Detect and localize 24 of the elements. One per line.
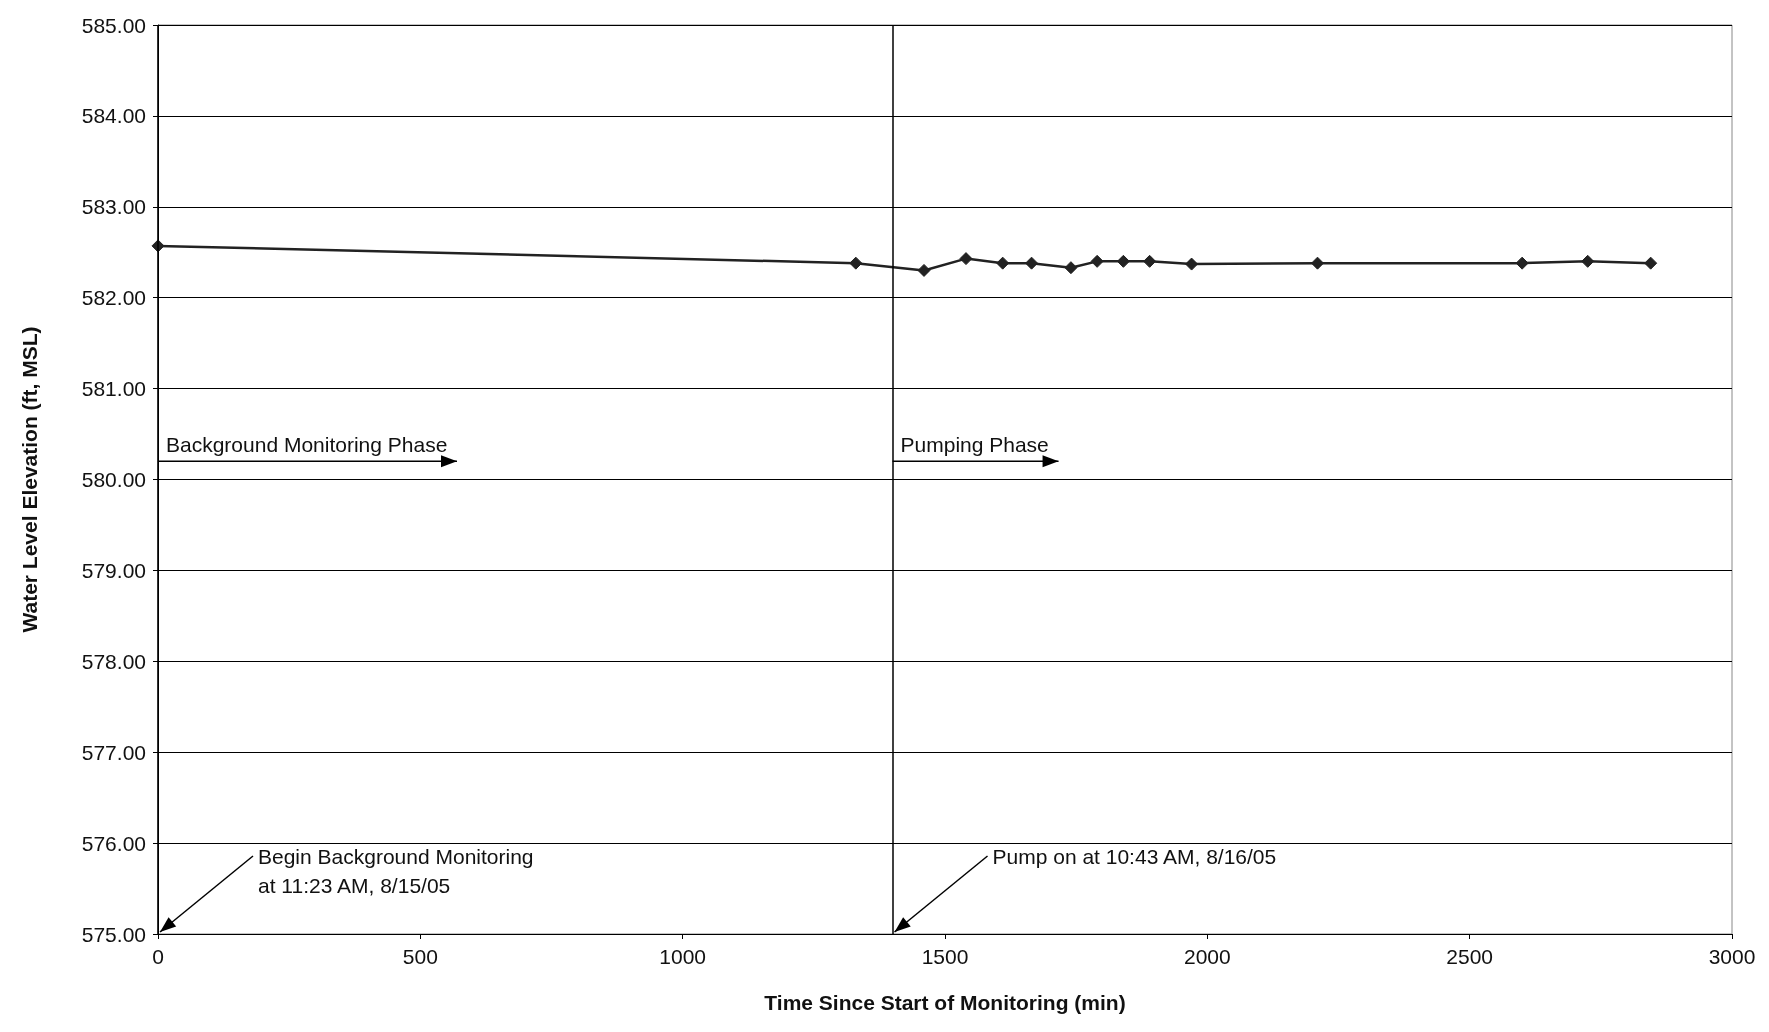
x-tick-label: 1500	[921, 945, 969, 968]
x-tick-label: 2500	[1446, 945, 1494, 968]
x-tick-label: 0	[152, 945, 164, 968]
y-tick-label: 585.00	[81, 13, 146, 37]
y-tick-label: 578.00	[81, 649, 146, 673]
annotation: Pumping Phase	[900, 432, 1049, 459]
y-tick-label: 583.00	[81, 195, 146, 219]
y-tick-label: 581.00	[81, 377, 146, 401]
annotation: Pump on at 10:43 AM, 8/16/05	[992, 844, 1277, 870]
y-tick-label: 576.00	[81, 831, 146, 855]
y-axis-title: Water Level Elevation (ft, MSL)	[18, 326, 41, 633]
x-tick-label: 3000	[1708, 945, 1756, 968]
y-tick-label: 577.00	[81, 740, 146, 764]
y-tick-label: 580.00	[81, 468, 146, 491]
annotation: Begin Background Monitoring at 11:23 AM, 8/15/05	[258, 844, 534, 899]
x-tick-label: 1000	[659, 945, 707, 968]
annotation: Background Monitoring Phase	[166, 432, 448, 459]
y-tick-label: 579.00	[81, 558, 146, 582]
x-axis-title: Time Since Start of Monitoring (min)	[764, 991, 1126, 1014]
x-tick-label: 500	[402, 945, 438, 968]
y-tick-label: 584.00	[81, 104, 146, 128]
x-tick-label: 2000	[1183, 945, 1231, 968]
y-tick-label: 582.00	[81, 286, 146, 310]
y-tick-label: 575.00	[81, 922, 146, 946]
